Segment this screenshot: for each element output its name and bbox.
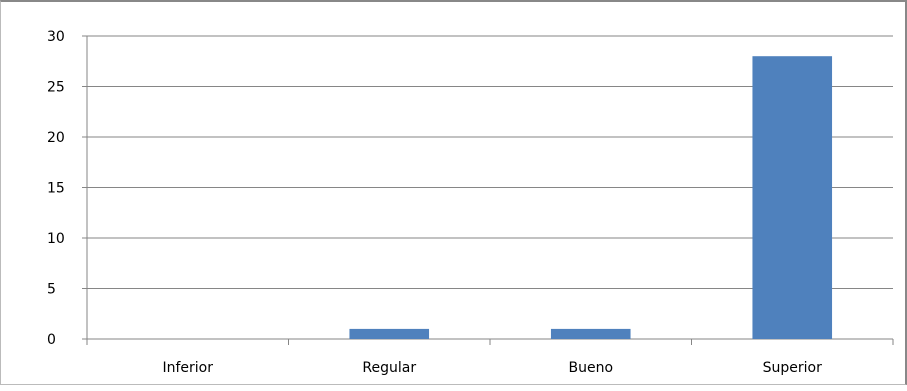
y-tick-label: 0 (47, 332, 56, 348)
y-tick-label: 10 (47, 231, 65, 247)
y-tick-label: 5 (47, 282, 56, 298)
y-tick-labels: 0 5 10 15 20 25 30 (47, 29, 65, 348)
bar-bueno (550, 328, 631, 339)
y-tick-label: 25 (47, 80, 65, 96)
y-tick-label: 30 (47, 29, 65, 45)
x-category-label: Inferior (162, 360, 213, 376)
x-category-label: Bueno (568, 360, 613, 376)
bar-superior (752, 56, 833, 339)
x-category-label: Regular (362, 360, 416, 376)
bar-regular (349, 328, 430, 339)
y-tick-label: 20 (47, 130, 65, 146)
y-tick-label: 15 (47, 181, 65, 197)
x-category-labels: Inferior Regular Bueno Superior (162, 360, 822, 376)
x-category-label: Superior (763, 360, 822, 376)
bars (349, 56, 833, 339)
